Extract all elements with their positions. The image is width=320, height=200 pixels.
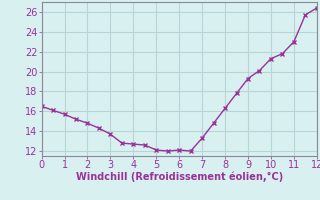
X-axis label: Windchill (Refroidissement éolien,°C): Windchill (Refroidissement éolien,°C)	[76, 172, 283, 182]
